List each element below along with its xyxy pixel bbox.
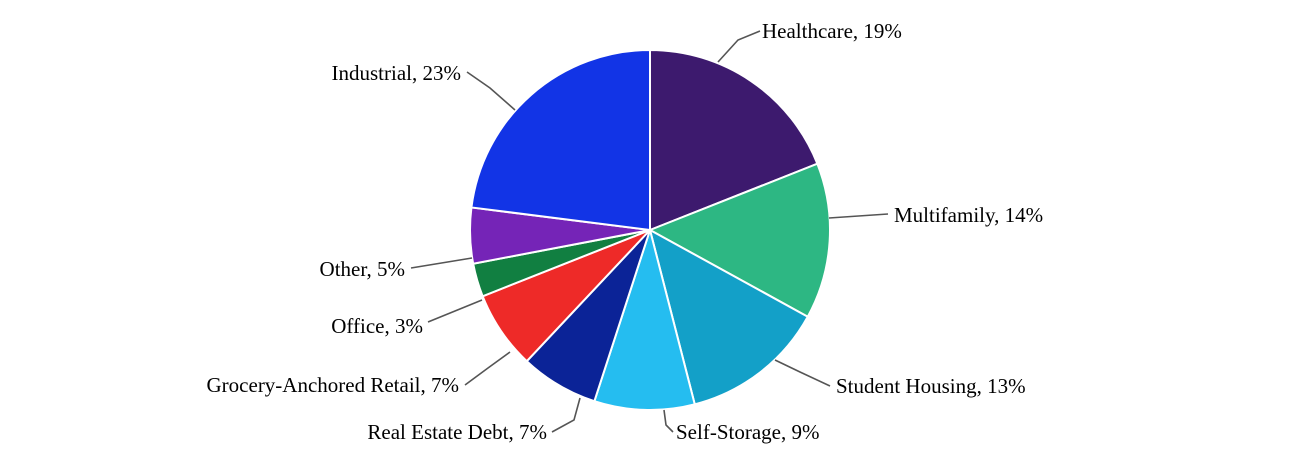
slice-multifamily — [647, 162, 831, 319]
slice-student-housing — [648, 228, 810, 406]
slice-labels: Healthcare, 19% Multifamily, 14% Student… — [207, 19, 1044, 444]
pie-slices — [469, 48, 831, 411]
label-industrial: Industrial, 23% — [332, 61, 461, 85]
leader-student-housing — [774, 359, 831, 387]
label-office: Office, 3% — [331, 314, 423, 338]
leader-other — [410, 257, 473, 269]
slice-healthcare — [649, 48, 819, 232]
slice-self-storage — [593, 226, 696, 411]
leader-office — [427, 299, 483, 323]
label-self-storage: Self-Storage, 9% — [676, 420, 819, 444]
leader-industrial — [466, 71, 516, 111]
label-grocery-anchored-retail: Grocery-Anchored Retail, 7% — [207, 373, 459, 397]
leader-self-storage — [663, 409, 674, 433]
label-multifamily: Multifamily, 14% — [894, 203, 1043, 227]
leader-lines — [410, 30, 889, 433]
label-student-housing: Student Housing, 13% — [836, 374, 1026, 398]
leader-real-estate-debt — [551, 397, 581, 433]
label-healthcare: Healthcare, 19% — [762, 19, 902, 43]
leader-multifamily — [828, 213, 889, 219]
leader-healthcare — [717, 30, 761, 63]
label-other: Other, 5% — [320, 257, 405, 281]
slice-industrial — [470, 48, 651, 232]
label-real-estate-debt: Real Estate Debt, 7% — [367, 420, 547, 444]
leader-grocery-anchored-retail — [464, 351, 511, 386]
